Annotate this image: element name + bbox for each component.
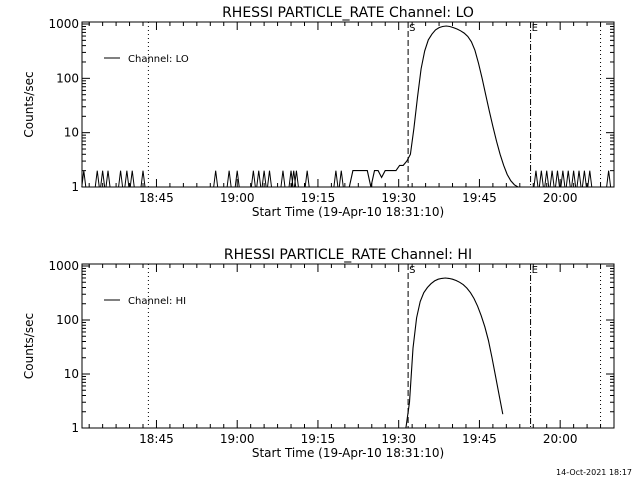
tail-spike <box>587 170 593 188</box>
x-tick-label: 19:30 <box>381 432 416 446</box>
y-tick-label: 10 <box>64 126 79 140</box>
baseline-spike <box>606 170 612 188</box>
footer-timestamp: 14-Oct-2021 18:17 <box>556 468 632 477</box>
y-tick-label: 1000 <box>48 259 79 273</box>
baseline-spike <box>94 170 100 188</box>
tail-spike <box>544 170 550 188</box>
baseline-spike <box>234 170 240 188</box>
legend-label: Channel: HI <box>128 296 186 307</box>
x-tick-label: 19:15 <box>301 191 336 205</box>
baseline-spike <box>256 170 262 188</box>
x-tick-label: 19:00 <box>220 191 255 205</box>
y-tick-label: 10 <box>64 367 79 381</box>
plot-frame <box>81 21 615 188</box>
tail-spike <box>549 170 555 188</box>
chart-title: RHESSI PARTICLE_RATE Channel: LO <box>222 5 474 21</box>
x-tick-label: 18:45 <box>139 432 174 446</box>
baseline-spike <box>333 170 339 188</box>
baseline-spike <box>140 170 146 188</box>
baseline-spike <box>129 170 135 188</box>
baseline-spike <box>304 170 310 188</box>
chart-panel-2: RHESSI PARTICLE_RATE Channel: HI Start Ti… <box>22 247 615 460</box>
y-tick-label: 100 <box>56 71 79 85</box>
baseline-spike <box>261 170 267 188</box>
series-line <box>348 25 519 188</box>
y-tick-label: 100 <box>56 313 79 327</box>
x-tick-label: 19:15 <box>301 432 336 446</box>
baseline-spike <box>280 170 286 188</box>
marker-label-s: S <box>409 23 415 34</box>
y-axis-label: Counts/sec <box>22 71 36 137</box>
tail-spike <box>533 170 539 188</box>
tail-spike <box>538 170 544 188</box>
legend-label: Channel: LO <box>128 54 189 65</box>
x-tick-label: 20:00 <box>543 432 578 446</box>
tail-spike <box>576 170 582 188</box>
y-tick-label: 1 <box>71 180 79 194</box>
x-tick-label: 19:45 <box>462 191 497 205</box>
baseline-spike <box>105 170 111 188</box>
chart-panel-1: RHESSI PARTICLE_RATE Channel: LO Start Ti… <box>22 5 615 219</box>
baseline-spike <box>226 170 232 188</box>
x-tick-label: 19:45 <box>462 432 497 446</box>
baseline-spike <box>267 170 272 188</box>
x-tick-label: 19:30 <box>381 191 416 205</box>
tail-spike <box>581 170 587 188</box>
y-tick-label: 1 <box>71 421 79 435</box>
tail-spike <box>571 170 577 188</box>
series-line <box>405 277 504 429</box>
baseline-spike <box>213 170 219 188</box>
baseline-spike <box>250 170 256 188</box>
baseline-spike <box>124 170 130 188</box>
baseline-spike <box>100 170 106 188</box>
tail-spike <box>565 170 571 188</box>
y-axis-label: Counts/sec <box>22 313 36 379</box>
baseline-spike <box>293 170 299 188</box>
x-tick-label: 18:45 <box>139 191 174 205</box>
baseline-spike <box>81 170 87 188</box>
marker-label-s: S <box>409 265 415 276</box>
baseline-spike <box>118 170 124 188</box>
tail-spike <box>554 170 560 188</box>
y-tick-label: 1000 <box>48 17 79 31</box>
marker-label-e: E <box>532 265 538 276</box>
baseline-spike <box>338 170 344 188</box>
plot-frame <box>81 263 615 429</box>
x-tick-label: 19:00 <box>220 432 255 446</box>
marker-label-e: E <box>532 23 538 34</box>
tail-spike <box>560 170 566 188</box>
chart-title: RHESSI PARTICLE_RATE Channel: HI <box>224 247 472 263</box>
x-tick-label: 20:00 <box>543 191 578 205</box>
x-axis-label: Start Time (19-Apr-10 18:31:10) <box>252 205 444 219</box>
x-axis-label: Start Time (19-Apr-10 18:31:10) <box>252 446 444 460</box>
